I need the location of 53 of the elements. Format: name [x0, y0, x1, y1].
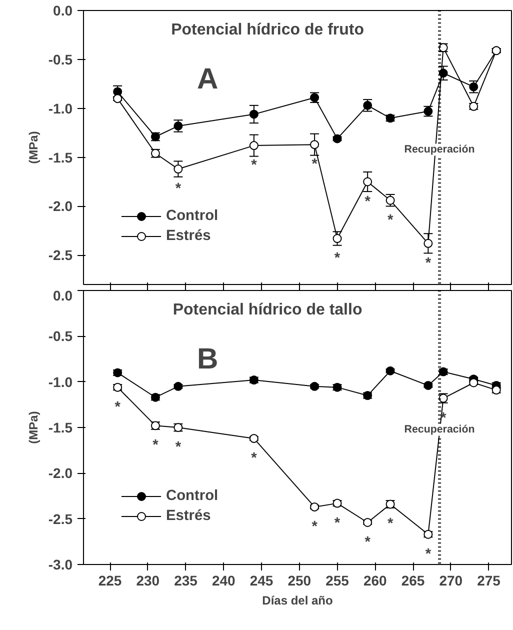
- annotation: *: [251, 158, 258, 174]
- y-tick-label: -2.5: [48, 510, 73, 527]
- y-tick-label: -2.5: [48, 247, 73, 264]
- text: Potencial hídrico de fruto: [171, 21, 364, 38]
- x-tick-label: 250: [288, 572, 312, 588]
- x-tick-label: 270: [439, 572, 463, 588]
- y-tick-label: -2.0: [48, 465, 73, 482]
- annotation: *: [425, 546, 432, 562]
- y-tick-label: -3.0: [48, 556, 73, 572]
- annotation: *: [152, 438, 159, 454]
- annotation: B: [197, 342, 218, 376]
- annotation: *: [114, 399, 121, 416]
- y-tick-label: -1.5: [48, 420, 73, 436]
- y-tick-label: -1.0: [48, 100, 73, 116]
- annotation: *: [334, 250, 340, 267]
- y-axis-title: (MPa): [26, 131, 40, 164]
- y-tick-label: -2.0: [48, 198, 73, 214]
- x-axis-title: Días del año: [262, 594, 333, 608]
- y-tick-label: 0.0: [53, 2, 73, 18]
- ref-line-label: Recuperación: [404, 424, 475, 436]
- x-tick-label: 245: [250, 572, 274, 588]
- legend-label: Control: [166, 488, 218, 504]
- annotation: *: [312, 156, 318, 173]
- x-tick-label: 240: [212, 572, 236, 588]
- x-tick-label: 225: [98, 572, 122, 588]
- x-tick-label: 265: [401, 572, 425, 588]
- legend-label: Estrés: [166, 508, 211, 524]
- text: Potencial hídrico de tallo: [172, 301, 362, 318]
- legend-label: Estrés: [166, 228, 211, 244]
- annotation: *: [312, 518, 318, 535]
- y-axis-title: (MPa): [26, 411, 40, 444]
- y-tick-label: -0.5: [48, 328, 73, 344]
- annotation: *: [175, 181, 182, 198]
- annotation: *: [364, 194, 371, 210]
- x-tick-label: 275: [477, 572, 501, 588]
- ref-line-label: Recuperación: [404, 144, 475, 156]
- annotation: *: [387, 212, 394, 228]
- annotation: *: [387, 516, 394, 532]
- annotation: A: [197, 62, 218, 96]
- annotation: *: [175, 440, 182, 456]
- y-tick-label: -0.5: [48, 51, 73, 68]
- annotation: *: [251, 450, 258, 466]
- annotation: *: [425, 255, 432, 272]
- x-tick-label: 235: [174, 572, 198, 588]
- x-tick-label: 255: [326, 572, 350, 588]
- y-tick-label: -1.5: [48, 149, 73, 166]
- y-tick-label: -1.0: [48, 374, 73, 390]
- x-tick-label: 230: [136, 572, 160, 588]
- legend-label: Control: [166, 208, 218, 224]
- x-tick-label: 260: [363, 572, 388, 588]
- annotation: *: [364, 534, 371, 550]
- annotation: *: [334, 515, 340, 532]
- y-tick-label: 0.0: [53, 288, 73, 304]
